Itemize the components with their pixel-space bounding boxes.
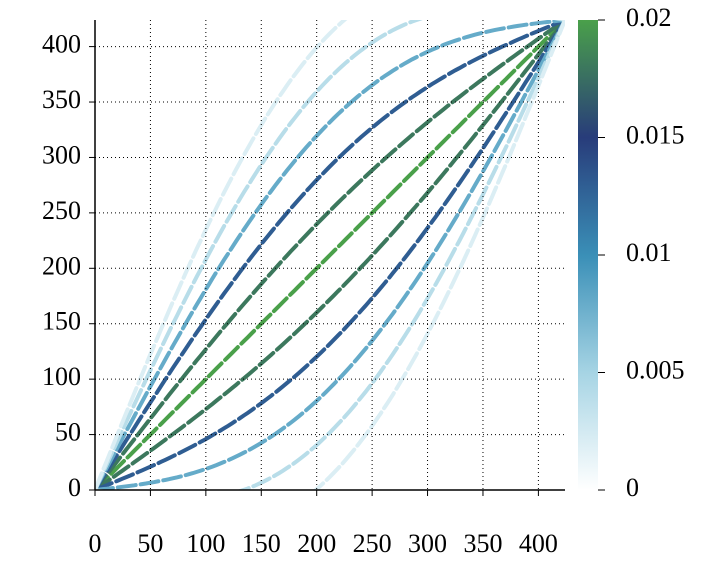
y-tick-label: 150 [42,307,81,336]
stripe [95,20,565,490]
stripe [95,20,565,490]
y-tick-label: 50 [55,418,81,447]
colorbar-tick-label: 0.015 [626,120,685,149]
stripe [95,20,565,490]
x-tick-label: 0 [89,529,102,558]
x-tick-label: 100 [186,529,225,558]
colorbar-tick-label: 0 [626,473,639,502]
x-tick-label: 350 [463,529,502,558]
colorbar-tick-label: 0.005 [626,355,685,384]
y-tick-label: 0 [68,473,81,502]
y-tick-label: 250 [42,196,81,225]
colorbar-tick-label: 0.02 [626,3,672,32]
x-tick-label: 300 [408,529,447,558]
stripe [95,20,565,490]
stripe [95,20,565,490]
x-tick-label: 400 [519,529,558,558]
y-tick-label: 200 [42,251,81,280]
colorbar [578,20,598,490]
colorbar-tick-label: 0.01 [626,238,672,267]
stripe [95,20,565,490]
x-tick-label: 50 [137,529,163,558]
stripe [95,20,565,490]
y-tick-label: 300 [42,140,81,169]
plot-area [95,20,565,490]
stripe [95,20,565,490]
x-tick-label: 150 [242,529,281,558]
y-tick-label: 350 [42,85,81,114]
x-tick-label: 250 [353,529,392,558]
y-tick-label: 400 [42,30,81,59]
y-tick-label: 100 [42,362,81,391]
stripe [95,20,565,490]
stripe [95,20,565,490]
x-tick-label: 200 [297,529,336,558]
stripe [95,20,565,490]
